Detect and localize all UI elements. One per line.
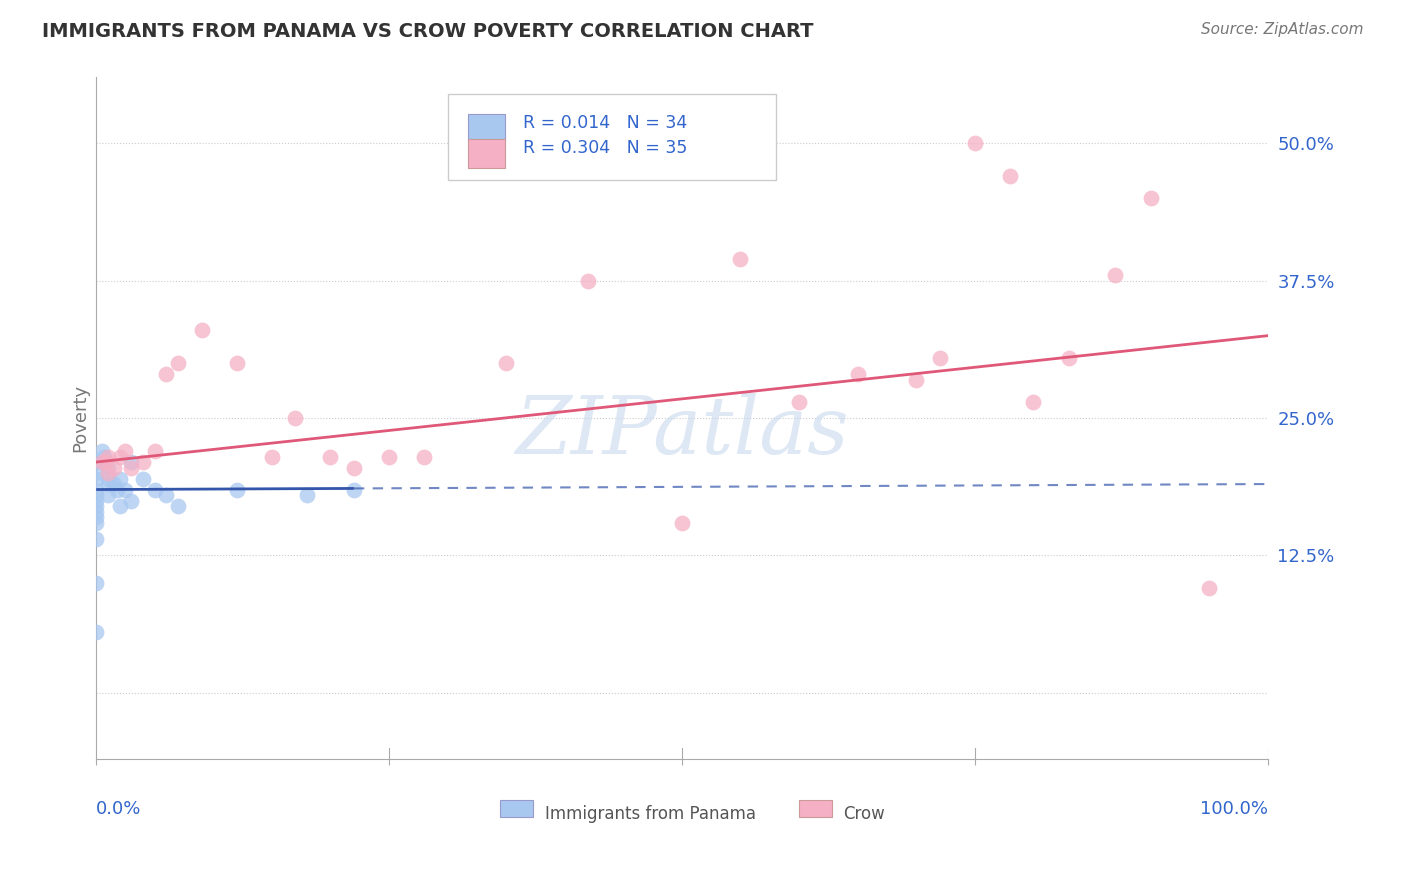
Point [295, 488, 318, 502]
Point [963, 136, 986, 151]
Point [343, 460, 366, 475]
Point [84, 504, 107, 518]
Point [155, 488, 177, 502]
Point [108, 471, 131, 485]
Point [730, 252, 752, 266]
Point [132, 471, 155, 485]
Point [576, 274, 599, 288]
Point [84, 516, 107, 530]
Point [413, 450, 436, 464]
FancyBboxPatch shape [468, 113, 505, 142]
Point [103, 477, 125, 491]
Point [998, 169, 1021, 184]
Point [905, 373, 928, 387]
Text: IMMIGRANTS FROM PANAMA VS CROW POVERTY CORRELATION CHART: IMMIGRANTS FROM PANAMA VS CROW POVERTY C… [42, 22, 814, 41]
Text: 100.0%: 100.0% [1199, 799, 1268, 818]
Point [1104, 268, 1126, 283]
Text: R = 0.304   N = 35: R = 0.304 N = 35 [523, 139, 688, 158]
Point [114, 483, 136, 497]
Point [93, 450, 115, 464]
Point [319, 450, 342, 464]
Point [84, 576, 107, 591]
Point [91, 444, 114, 458]
Point [1139, 191, 1161, 205]
Point [132, 455, 155, 469]
Point [97, 466, 120, 480]
Point [114, 444, 136, 458]
Point [108, 450, 131, 464]
FancyBboxPatch shape [468, 139, 505, 168]
Text: 0.0%: 0.0% [96, 799, 142, 818]
Point [97, 488, 120, 502]
Point [84, 510, 107, 524]
Point [105, 483, 128, 497]
Point [91, 455, 114, 469]
Point [120, 493, 142, 508]
Text: Immigrants from Panama: Immigrants from Panama [546, 805, 756, 823]
Point [97, 460, 120, 475]
Point [84, 483, 107, 497]
Point [103, 460, 125, 475]
Point [1057, 351, 1080, 365]
Point [84, 466, 107, 480]
Point [94, 455, 117, 469]
FancyBboxPatch shape [447, 95, 776, 179]
Point [1198, 582, 1220, 596]
Point [108, 499, 131, 513]
Point [120, 460, 142, 475]
Point [260, 450, 283, 464]
Point [84, 532, 107, 546]
Point [97, 471, 120, 485]
Point [284, 411, 307, 425]
Point [84, 493, 107, 508]
FancyBboxPatch shape [501, 799, 533, 817]
Point [378, 450, 401, 464]
Point [143, 444, 166, 458]
Text: ZIPatlas: ZIPatlas [515, 393, 849, 470]
Point [671, 516, 693, 530]
Y-axis label: Poverty: Poverty [72, 384, 89, 452]
Point [97, 477, 120, 491]
Point [143, 483, 166, 497]
Point [225, 356, 247, 370]
Point [190, 323, 212, 337]
Point [928, 351, 950, 365]
Point [84, 499, 107, 513]
Text: Source: ZipAtlas.com: Source: ZipAtlas.com [1201, 22, 1364, 37]
Point [120, 455, 142, 469]
Point [84, 455, 107, 469]
Point [84, 625, 107, 640]
Point [84, 471, 107, 485]
FancyBboxPatch shape [799, 799, 832, 817]
Text: Crow: Crow [844, 805, 886, 823]
Point [97, 450, 120, 464]
Point [167, 356, 190, 370]
Point [155, 367, 177, 381]
Point [225, 483, 247, 497]
Point [84, 488, 107, 502]
Point [167, 499, 190, 513]
Point [1022, 394, 1045, 409]
Point [846, 367, 869, 381]
Point [94, 455, 117, 469]
Point [787, 394, 810, 409]
Point [495, 356, 517, 370]
Point [343, 483, 366, 497]
Text: R = 0.014   N = 34: R = 0.014 N = 34 [523, 113, 688, 131]
